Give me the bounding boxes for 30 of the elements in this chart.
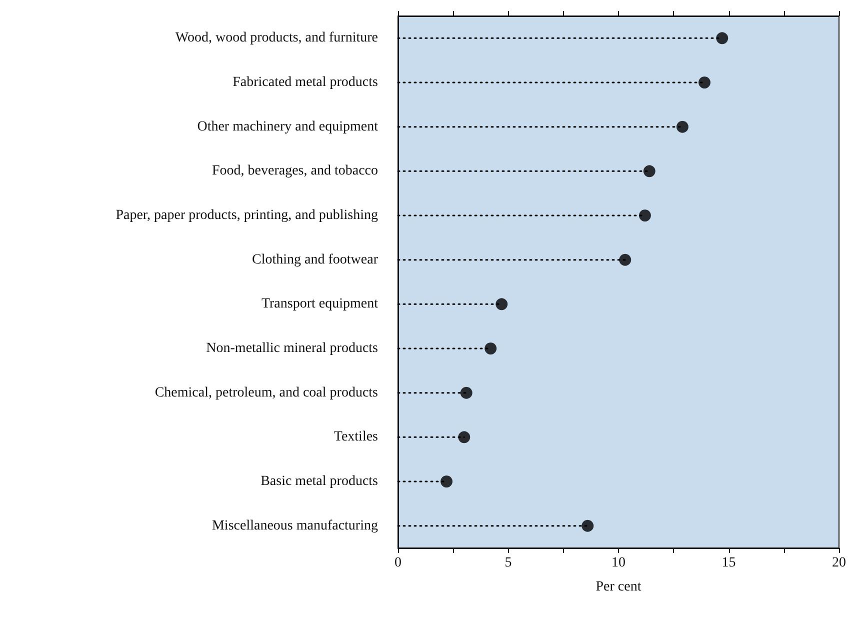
x-tick-label: 5 (504, 556, 512, 570)
point (643, 165, 656, 178)
point (638, 210, 651, 222)
y-tick-label: Wood, wood products, and furniture (175, 30, 378, 46)
y-tick-label: Textiles (334, 430, 378, 445)
x-axis-title: Per cent (596, 580, 642, 594)
point (676, 120, 688, 133)
point (440, 476, 453, 488)
y-tick-label: Non-metallic mineral products (206, 341, 378, 356)
x-tick-label: 10 (612, 556, 626, 570)
x-tick-label: 15 (722, 556, 736, 570)
y-tick-label: Basic metal products (260, 474, 378, 489)
point (698, 76, 710, 88)
point (460, 386, 472, 399)
x-tick-label: 20 (832, 556, 846, 570)
y-tick-label: Paper, paper products, printing, and publishing (116, 208, 378, 223)
y-tick-label: Food, beverages, and tobacco (212, 164, 378, 179)
y-tick-label: Fabricated metal products (232, 75, 378, 90)
y-tick-label: Clothing and footwear (252, 252, 378, 268)
point (619, 254, 632, 266)
point (484, 342, 497, 354)
point (716, 32, 728, 44)
point (496, 298, 508, 310)
point (458, 431, 470, 444)
y-tick-label: Chemical, petroleum, and coal products (154, 385, 378, 400)
y-tick-label: Miscellaneous manufacturing (212, 518, 378, 534)
y-tick-label: Transport equipment (261, 296, 378, 312)
y-tick-label: Other machinery and equipment (197, 119, 378, 134)
x-tick-label: 0 (394, 556, 402, 570)
point (582, 520, 594, 532)
